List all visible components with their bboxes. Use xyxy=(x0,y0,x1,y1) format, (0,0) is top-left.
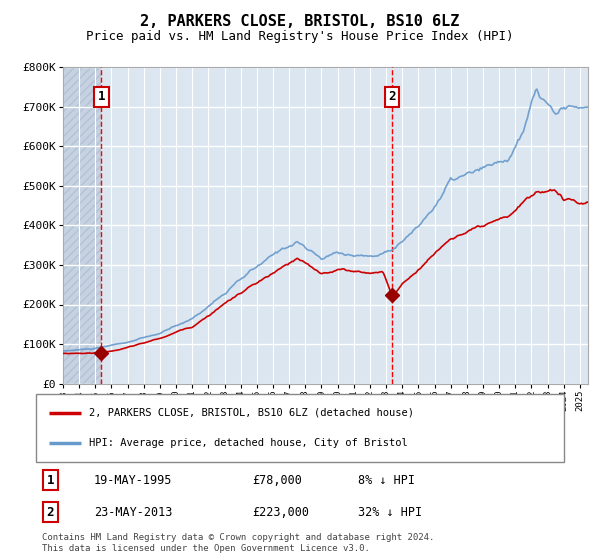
Text: 1: 1 xyxy=(98,90,105,104)
Text: 8% ↓ HPI: 8% ↓ HPI xyxy=(358,474,415,487)
Text: 2: 2 xyxy=(47,506,54,519)
Text: 1: 1 xyxy=(47,474,54,487)
Text: 2, PARKERS CLOSE, BRISTOL, BS10 6LZ (detached house): 2, PARKERS CLOSE, BRISTOL, BS10 6LZ (det… xyxy=(89,408,414,418)
Text: 2, PARKERS CLOSE, BRISTOL, BS10 6LZ: 2, PARKERS CLOSE, BRISTOL, BS10 6LZ xyxy=(140,14,460,29)
Text: 32% ↓ HPI: 32% ↓ HPI xyxy=(358,506,422,519)
FancyBboxPatch shape xyxy=(36,394,564,462)
Bar xyxy=(63,67,101,384)
Text: 2: 2 xyxy=(388,90,396,104)
Text: £78,000: £78,000 xyxy=(253,474,302,487)
Text: £223,000: £223,000 xyxy=(253,506,310,519)
Text: HPI: Average price, detached house, City of Bristol: HPI: Average price, detached house, City… xyxy=(89,438,407,448)
Text: 19-MAY-1995: 19-MAY-1995 xyxy=(94,474,172,487)
Text: Price paid vs. HM Land Registry's House Price Index (HPI): Price paid vs. HM Land Registry's House … xyxy=(86,30,514,43)
Text: 23-MAY-2013: 23-MAY-2013 xyxy=(94,506,172,519)
Text: Contains HM Land Registry data © Crown copyright and database right 2024.
This d: Contains HM Land Registry data © Crown c… xyxy=(42,533,434,553)
